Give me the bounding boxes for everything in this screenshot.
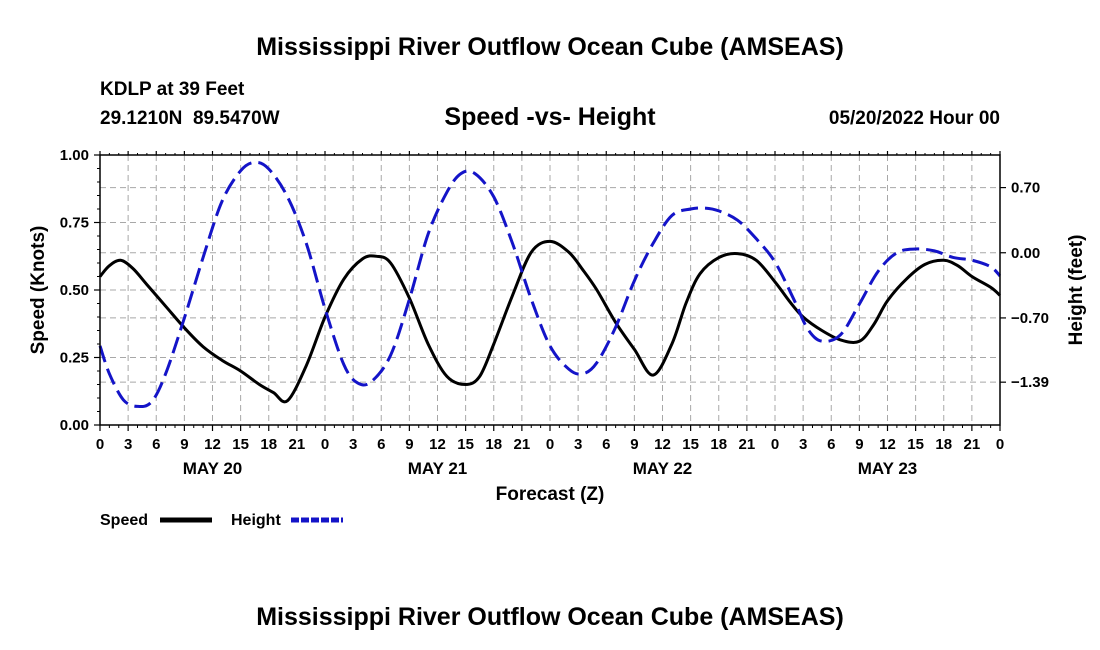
x-tick-label: 0	[771, 436, 779, 453]
y-right-tick-label: 0.00	[1011, 245, 1040, 262]
x-tick-label: 6	[827, 436, 835, 453]
date-label: MAY 20	[183, 459, 243, 478]
axes: 0 3 6 9 12 15 18 21 0 3 6 9 12 15 18 21 0 3 6 9 12 15 18 21 0 3 6 9…	[60, 147, 1049, 478]
y-right-tick-label: −0.70	[1011, 310, 1049, 327]
x-tick-label: 3	[349, 436, 357, 453]
y-left-tick-label: 0.50	[60, 282, 89, 299]
y-left-tick-label: 0.75	[60, 215, 89, 232]
x-tick-label: 15	[457, 436, 474, 453]
x-tick-label: 12	[879, 436, 896, 453]
x-tick-label: 12	[204, 436, 221, 453]
y-left-tick-label: 0.25	[60, 350, 89, 367]
x-tick-label: 15	[232, 436, 249, 453]
grid	[100, 155, 1000, 425]
x-tick-label: 9	[630, 436, 638, 453]
series-layer	[98, 160, 1002, 409]
x-tick-label: 21	[739, 436, 756, 453]
legend: Speed Height	[100, 512, 343, 529]
x-tick-label: 0	[996, 436, 1004, 453]
x-tick-label: 6	[602, 436, 610, 453]
x-tick-label: 12	[429, 436, 446, 453]
series-line-speed	[98, 239, 1002, 404]
x-tick-label: 6	[152, 436, 160, 453]
legend-label-height: Height	[231, 512, 281, 529]
x-tick-label: 12	[654, 436, 671, 453]
x-tick-label: 0	[321, 436, 329, 453]
y-axis-label-right: Height (feet)	[1066, 235, 1087, 346]
plot-frame	[99, 154, 1001, 426]
x-tick-label: 18	[485, 436, 502, 453]
chart-subtitle: Speed -vs- Height	[444, 103, 656, 131]
x-tick-label: 18	[260, 436, 277, 453]
x-tick-label: 21	[289, 436, 306, 453]
coords-label: 29.1210N 89.5470W	[100, 108, 280, 129]
x-tick-label: 3	[799, 436, 807, 453]
series-line-height	[98, 160, 1002, 409]
x-tick-label: 9	[855, 436, 863, 453]
x-tick-label: 6	[377, 436, 385, 453]
chart-title: Mississippi River Outflow Ocean Cube (AM…	[256, 33, 844, 61]
date-label: MAY 23	[858, 459, 918, 478]
y-right-tick-label: −1.39	[1011, 374, 1049, 391]
x-tick-label: 15	[682, 436, 699, 453]
y-right-tick-label: 0.70	[1011, 180, 1040, 197]
y-left-tick-label: 0.00	[60, 417, 89, 434]
date-label: MAY 22	[633, 459, 693, 478]
x-tick-label: 18	[710, 436, 727, 453]
x-tick-label: 3	[574, 436, 582, 453]
run-time-label: 05/20/2022 Hour 00	[829, 108, 1000, 129]
x-tick-label: 0	[96, 436, 104, 453]
x-tick-label: 15	[907, 436, 924, 453]
x-axis-label: Forecast (Z)	[496, 484, 605, 505]
x-tick-label: 0	[546, 436, 554, 453]
x-tick-label: 21	[514, 436, 531, 453]
x-tick-label: 9	[180, 436, 188, 453]
x-tick-label: 21	[964, 436, 981, 453]
x-tick-label: 18	[935, 436, 952, 453]
x-tick-label: 3	[124, 436, 132, 453]
x-tick-label: 9	[405, 436, 413, 453]
y-left-tick-label: 1.00	[60, 147, 89, 164]
legend-label-speed: Speed	[100, 512, 148, 529]
y-axis-label-left: Speed (Knots)	[28, 226, 49, 355]
station-label: KDLP at 39 Feet	[100, 79, 245, 100]
footer-title: Mississippi River Outflow Ocean Cube (AM…	[256, 603, 844, 631]
date-label: MAY 21	[408, 459, 468, 478]
